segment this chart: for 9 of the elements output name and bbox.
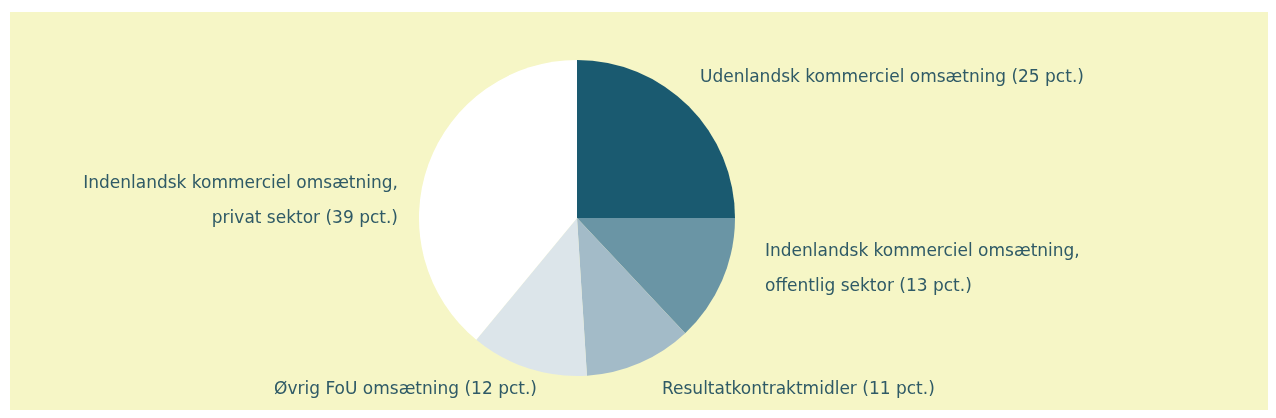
pie-slice (476, 218, 587, 376)
slice-label: Øvrig FoU omsætning (12 pct.) (274, 378, 537, 398)
slice-label: Indenlandsk kommerciel omsætning, offentlig sektor (13 pct.) (765, 240, 1080, 295)
pie-slice (577, 218, 735, 334)
pie-slice (577, 218, 686, 376)
slice-label: Indenlandsk kommerciel omsætning, privat sektor (39 pct.) (83, 172, 398, 227)
pie-slice (419, 60, 577, 340)
slice-label: Udenlandsk kommerciel omsætning (25 pct.) (700, 66, 1084, 86)
slice-label: Resultatkontraktmidler (11 pct.) (662, 378, 935, 398)
